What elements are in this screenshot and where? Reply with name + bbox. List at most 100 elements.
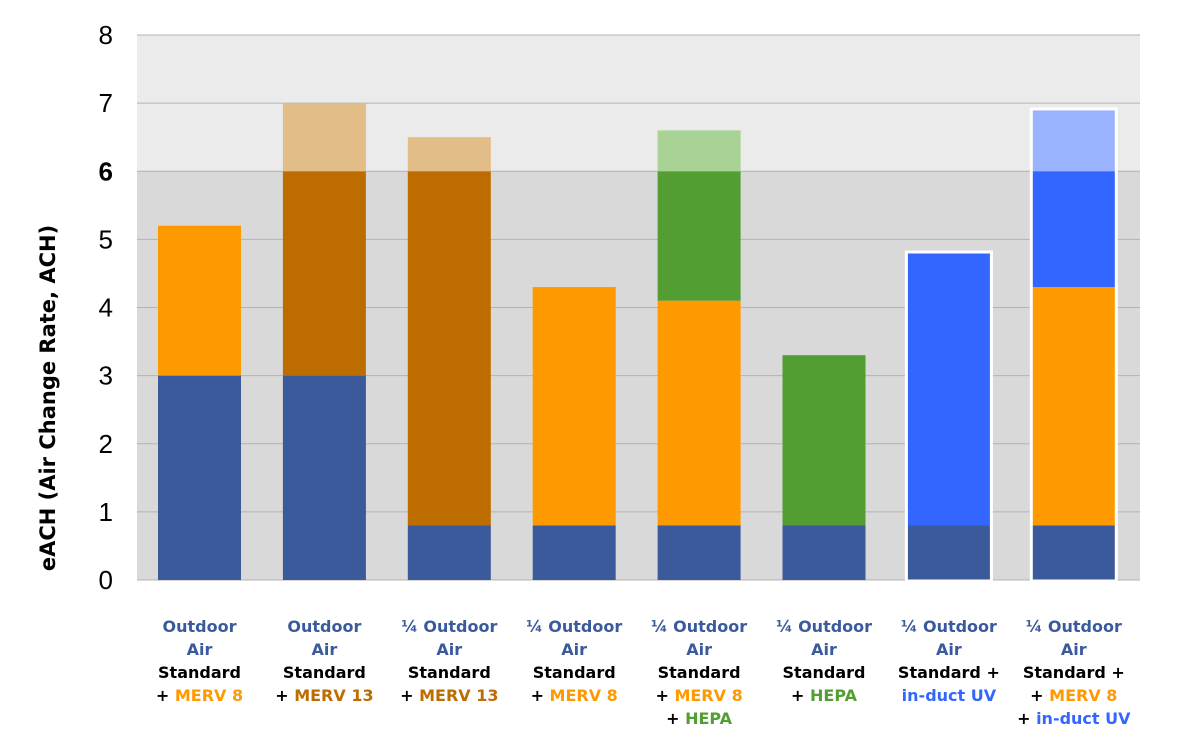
- category-label-text: Air: [811, 640, 837, 659]
- bar-segment: [657, 171, 741, 301]
- bar-segment: [407, 171, 491, 526]
- bar-segment: [282, 375, 366, 580]
- bar-segment: [1032, 171, 1116, 288]
- bar-outline: [1029, 107, 1118, 583]
- category-label-text: Outdoor: [162, 617, 237, 636]
- y-tick-label: 4: [99, 293, 113, 323]
- category-label-text: MERV 13: [419, 686, 499, 705]
- category-label-text: MERV 8: [674, 686, 743, 705]
- category-label-line: Standard +: [886, 661, 1012, 684]
- bar-3: [407, 137, 491, 580]
- category-label-line: + HEPA: [636, 707, 762, 730]
- category-label-text: ¼ Outdoor: [1025, 617, 1122, 636]
- bar-segment: [532, 287, 616, 526]
- category-label-text: HEPA: [810, 686, 857, 705]
- bar-segment: [907, 253, 991, 526]
- category-label-text: +: [155, 686, 175, 705]
- bar-outline: [904, 250, 993, 583]
- category-label: ¼ Outdoor Air Standard + + MERV 8 + in-duct …: [1011, 615, 1137, 730]
- category-label-line: Air: [761, 638, 887, 661]
- bar-segment: [158, 225, 241, 376]
- bar-4: [532, 287, 616, 580]
- category-label-text: Air: [686, 640, 712, 659]
- category-label: ¼ Outdoor Air Standard + HEPA: [761, 615, 887, 707]
- category-label-line: ¼ Outdoor: [1011, 615, 1137, 638]
- category-label-text: Air: [936, 640, 962, 659]
- bar-segment: [1032, 287, 1116, 526]
- category-label-text: +: [1030, 686, 1050, 705]
- category-label-line: Standard: [761, 661, 887, 684]
- bar-segment: [907, 525, 991, 580]
- category-label-line: + MERV 13: [386, 684, 512, 707]
- bar-segment: [782, 355, 866, 526]
- bar-segment: [282, 171, 366, 376]
- category-label-text: ¼ Outdoor: [526, 617, 623, 636]
- category-label-text: in-duct UV: [901, 686, 997, 705]
- category-label-line: ¼ Outdoor: [386, 615, 512, 638]
- category-label-line: Air: [886, 638, 1012, 661]
- category-label-text: Standard: [657, 663, 741, 682]
- category-label-text: +: [1017, 709, 1037, 728]
- bar-7: [904, 250, 993, 583]
- bar-segment: [282, 103, 366, 172]
- category-label-line: Standard: [511, 661, 637, 684]
- category-label-line: Air: [1011, 638, 1137, 661]
- category-label-line: Standard +: [1011, 661, 1137, 684]
- category-label-line: Air: [386, 638, 512, 661]
- category-label-line: Air: [511, 638, 637, 661]
- category-label-text: Standard: [407, 663, 491, 682]
- category-label-text: Air: [436, 640, 463, 659]
- bar-segment: [407, 137, 491, 172]
- category-label-line: + MERV 8: [137, 684, 263, 707]
- y-tick-label: 7: [99, 88, 113, 118]
- category-label: Outdoor Air Standard + MERV 13: [261, 615, 387, 707]
- bar-2: [282, 103, 366, 580]
- category-label-text: Standard: [282, 663, 366, 682]
- category-label-line: + HEPA: [761, 684, 887, 707]
- category-label-line: + MERV 13: [261, 684, 387, 707]
- category-label: ¼ Outdoor Air Standard + in-duct UV: [886, 615, 1012, 707]
- category-label-text: ¼ Outdoor: [775, 617, 873, 636]
- category-label-text: Standard: [782, 663, 866, 682]
- category-label: Outdoor Air Standard + MERV 8: [137, 615, 263, 707]
- category-label-line: ¼ Outdoor: [886, 615, 1012, 638]
- bar-segment: [532, 525, 616, 580]
- bars: [158, 103, 1118, 583]
- category-label-line: Standard: [386, 661, 512, 684]
- category-label-text: Air: [1060, 640, 1087, 659]
- category-label-line: + MERV 8: [1011, 684, 1137, 707]
- y-tick-label: 1: [99, 497, 113, 527]
- category-label-line: Outdoor: [261, 615, 387, 638]
- y-tick-label: 0: [99, 565, 113, 595]
- y-tick-label: 3: [99, 361, 113, 391]
- bar-segment: [158, 375, 241, 580]
- category-label-text: Standard: [158, 663, 241, 682]
- category-label-text: ¼ Outdoor: [401, 617, 498, 636]
- bar-segment: [1032, 525, 1116, 580]
- category-label-text: +: [530, 686, 550, 705]
- y-tick-label: 2: [99, 429, 113, 459]
- category-label-line: Standard: [261, 661, 387, 684]
- y-tick-label: 5: [99, 224, 113, 254]
- bar-8: [1029, 107, 1118, 583]
- y-tick-label: 8: [99, 20, 113, 50]
- category-label-text: HEPA: [685, 709, 733, 728]
- category-label-text: +: [275, 686, 295, 705]
- category-label-line: Standard: [137, 661, 263, 684]
- y-axis-label: eACH (Air Change Rate, ACH): [36, 225, 60, 571]
- bar-1: [158, 225, 241, 580]
- category-label-line: Air: [137, 638, 263, 661]
- bar-segment: [657, 300, 741, 526]
- category-label-text: +: [791, 686, 810, 705]
- category-label: ¼ Outdoor Air Standard + MERV 8: [511, 615, 637, 707]
- category-label-text: Standard +: [897, 663, 1000, 682]
- category-label-text: +: [666, 709, 686, 728]
- category-label: ¼ Outdoor Air Standard + MERV 8 + HEPA: [636, 615, 762, 730]
- category-label-line: ¼ Outdoor: [511, 615, 637, 638]
- category-label-line: ¼ Outdoor: [761, 615, 887, 638]
- category-label-text: Air: [311, 640, 338, 659]
- category-label-line: ¼ Outdoor: [636, 615, 762, 638]
- category-label-line: Standard: [636, 661, 762, 684]
- category-label-line: Air: [636, 638, 762, 661]
